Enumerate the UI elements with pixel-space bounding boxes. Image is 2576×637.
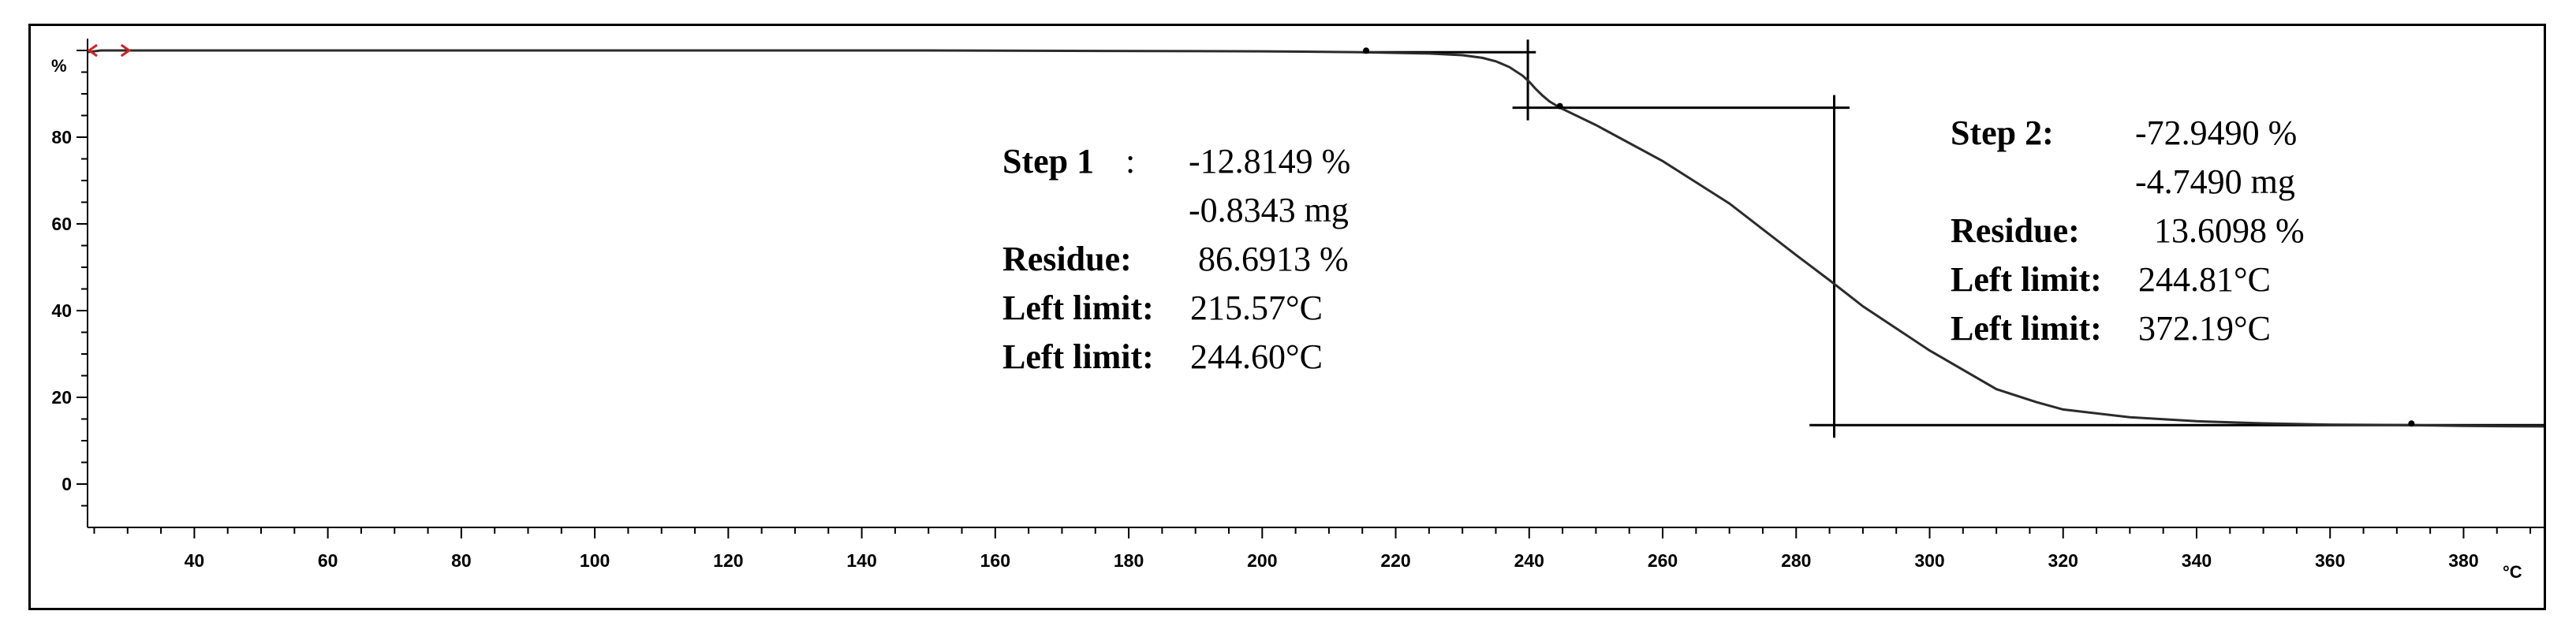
- x-tick-label: 180: [1114, 550, 1144, 571]
- y-axis-unit-label: %: [51, 56, 67, 76]
- step-2-label: Step 2:: [1951, 114, 2054, 152]
- x-tick-label: 320: [2048, 550, 2078, 571]
- step-2-mass: -4.7490 mg: [2135, 162, 2295, 201]
- x-tick-label: 40: [185, 550, 205, 571]
- x-tick-label: 100: [580, 550, 610, 571]
- step-1-limit-marker: [1363, 47, 1370, 54]
- x-tick-label: 200: [1247, 550, 1277, 571]
- x-tick-label: 120: [713, 550, 743, 571]
- step-2-annotation: Step 2: -72.9490 % -4.7490 mg Residue: 1…: [1951, 114, 2305, 348]
- left-limit-marker-right: [120, 43, 132, 58]
- step-1-residue-label: Residue:: [1002, 240, 1132, 278]
- step-1-limit2-label: Left limit:: [1002, 337, 1154, 376]
- step-1-limit-marker: [1556, 102, 1563, 110]
- ticks: 40 60 80 100 120 140 160 180 200 220 240 260 280 300 3…: [51, 50, 2532, 571]
- x-tick-label: 340: [2182, 550, 2212, 571]
- step-1-colon: :: [1126, 142, 1135, 181]
- step-1-mass: -0.8343 mg: [1189, 191, 1349, 229]
- tga-chart: 40 60 80 100 120 140 160 180 200 220 240 260 280 300 3…: [51, 39, 2544, 582]
- axes: [87, 39, 2544, 528]
- x-tick-label: 160: [980, 550, 1010, 571]
- step-2-limit2-value: 372.19°C: [2138, 309, 2271, 348]
- x-tick-label: 300: [1914, 550, 1944, 571]
- step-1-label: Step 1: [1002, 142, 1094, 181]
- left-limit-marker-left: [87, 43, 98, 58]
- step-2-limit1-value: 244.81°C: [2138, 260, 2271, 299]
- x-tick-label: 140: [846, 550, 876, 571]
- x-tick-label: 80: [451, 550, 472, 571]
- step-1-limit1-value: 215.57°C: [1190, 289, 1323, 327]
- y-tick-label: 40: [51, 300, 72, 321]
- step-2-limit2-label: Left limit:: [1951, 309, 2102, 348]
- step-2-residue-value: 13.6098 %: [2154, 211, 2305, 250]
- x-tick-label: 220: [1380, 550, 1410, 571]
- chart-frame: 40 60 80 100 120 140 160 180 200 220 240 260 280 300 3…: [28, 24, 2546, 610]
- y-tick-label: 20: [51, 387, 72, 408]
- markers: [87, 43, 2415, 427]
- y-tick-label: 80: [51, 127, 72, 147]
- step-2-limit1-label: Left limit:: [1951, 260, 2102, 299]
- y-tick-label: 0: [62, 474, 72, 494]
- step-1-limit1-label: Left limit:: [1002, 289, 1154, 327]
- x-tick-label: 380: [2448, 550, 2478, 571]
- x-axis-unit-label: °C: [2503, 562, 2522, 582]
- step-1-residue-value: 86.6913 %: [1198, 240, 1349, 278]
- step-2-value: -72.9490 %: [2135, 114, 2297, 152]
- x-tick-label: 280: [1781, 550, 1811, 571]
- step-2-limit-marker: [2408, 420, 2415, 427]
- step-1-annotation: Step 1 : -12.8149 % -0.8343 mg Residue: …: [1002, 142, 1350, 376]
- step-1-limit2-value: 244.60°C: [1190, 337, 1323, 376]
- step-1-value: -12.8149 %: [1189, 142, 1350, 181]
- step-2-residue-label: Residue:: [1951, 211, 2080, 250]
- y-tick-label: 60: [51, 214, 72, 234]
- x-tick-label: 240: [1514, 550, 1544, 571]
- x-tick-label: 260: [1648, 550, 1678, 571]
- x-tick-label: 60: [318, 550, 338, 571]
- x-tick-label: 360: [2315, 550, 2345, 571]
